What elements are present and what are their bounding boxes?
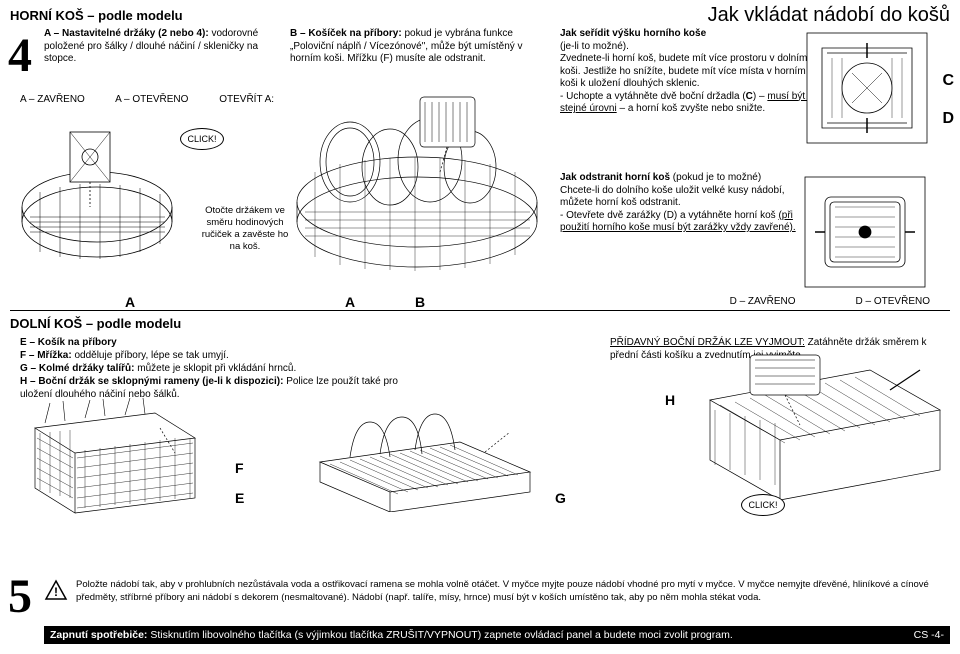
middle-text: Jak odstranit horní koš (pokud je to mož… (560, 172, 810, 235)
letter-h: H (665, 392, 675, 408)
letter-a-2: A (345, 294, 355, 310)
letter-g: G (555, 490, 566, 506)
click-bubble-1: CLICK! (180, 128, 224, 150)
plate-rack-diagram (310, 392, 540, 512)
cutlery-basket-diagram (15, 398, 215, 518)
click-bubble-2: CLICK! (741, 494, 785, 516)
warning-icon: ! (44, 579, 68, 601)
mechanism-diagram-1 (802, 28, 932, 148)
a-labels-row: A – ZAVŘENO A – OTEVŘENO OTEVŘÍT A: (20, 94, 302, 105)
basket-diagram-2 (290, 72, 545, 287)
letter-a-1: A (125, 294, 135, 310)
main-title: Jak vkládat nádobí do košů (708, 4, 950, 27)
footer-bar: Zapnutí spotřebiče: Stisknutím libovolné… (44, 626, 950, 644)
lower-basket-title: DOLNÍ KOŠ – podle modelu (10, 316, 181, 331)
d-labels: D – ZAVŘENOD – OTEVŘENO (730, 296, 930, 307)
warning-text: Položte nádobí tak, aby v prohlubních ne… (76, 579, 950, 604)
letter-e: E (235, 490, 244, 506)
col2-text: B – Košíček na příbory: pokud je vybrána… (290, 28, 545, 66)
letter-b: B (415, 294, 425, 310)
warning-row: ! Položte nádobí tak, aby v prohlubních … (44, 579, 950, 604)
side-rack-diagram (690, 340, 950, 520)
step-number-4: 4 (8, 28, 32, 83)
mechanism-diagram-2 (800, 172, 930, 292)
svg-text:!: ! (54, 585, 58, 599)
col3-text: Jak seřídit výšku horního koše (je-li to… (560, 28, 820, 116)
col1-text: A – Nastavitelné držáky (2 nebo 4): vodo… (44, 28, 264, 66)
page-number: CS -4- (914, 629, 944, 641)
step-number-5: 5 (8, 569, 32, 624)
rotate-text: Otočte držákem ve směru hodinových ručič… (200, 205, 290, 253)
basket-diagram-1 (15, 122, 180, 287)
letter-f: F (235, 460, 244, 476)
upper-basket-title: HORNÍ KOŠ – podle modelu (10, 8, 183, 23)
cd-labels: C D (942, 72, 954, 148)
